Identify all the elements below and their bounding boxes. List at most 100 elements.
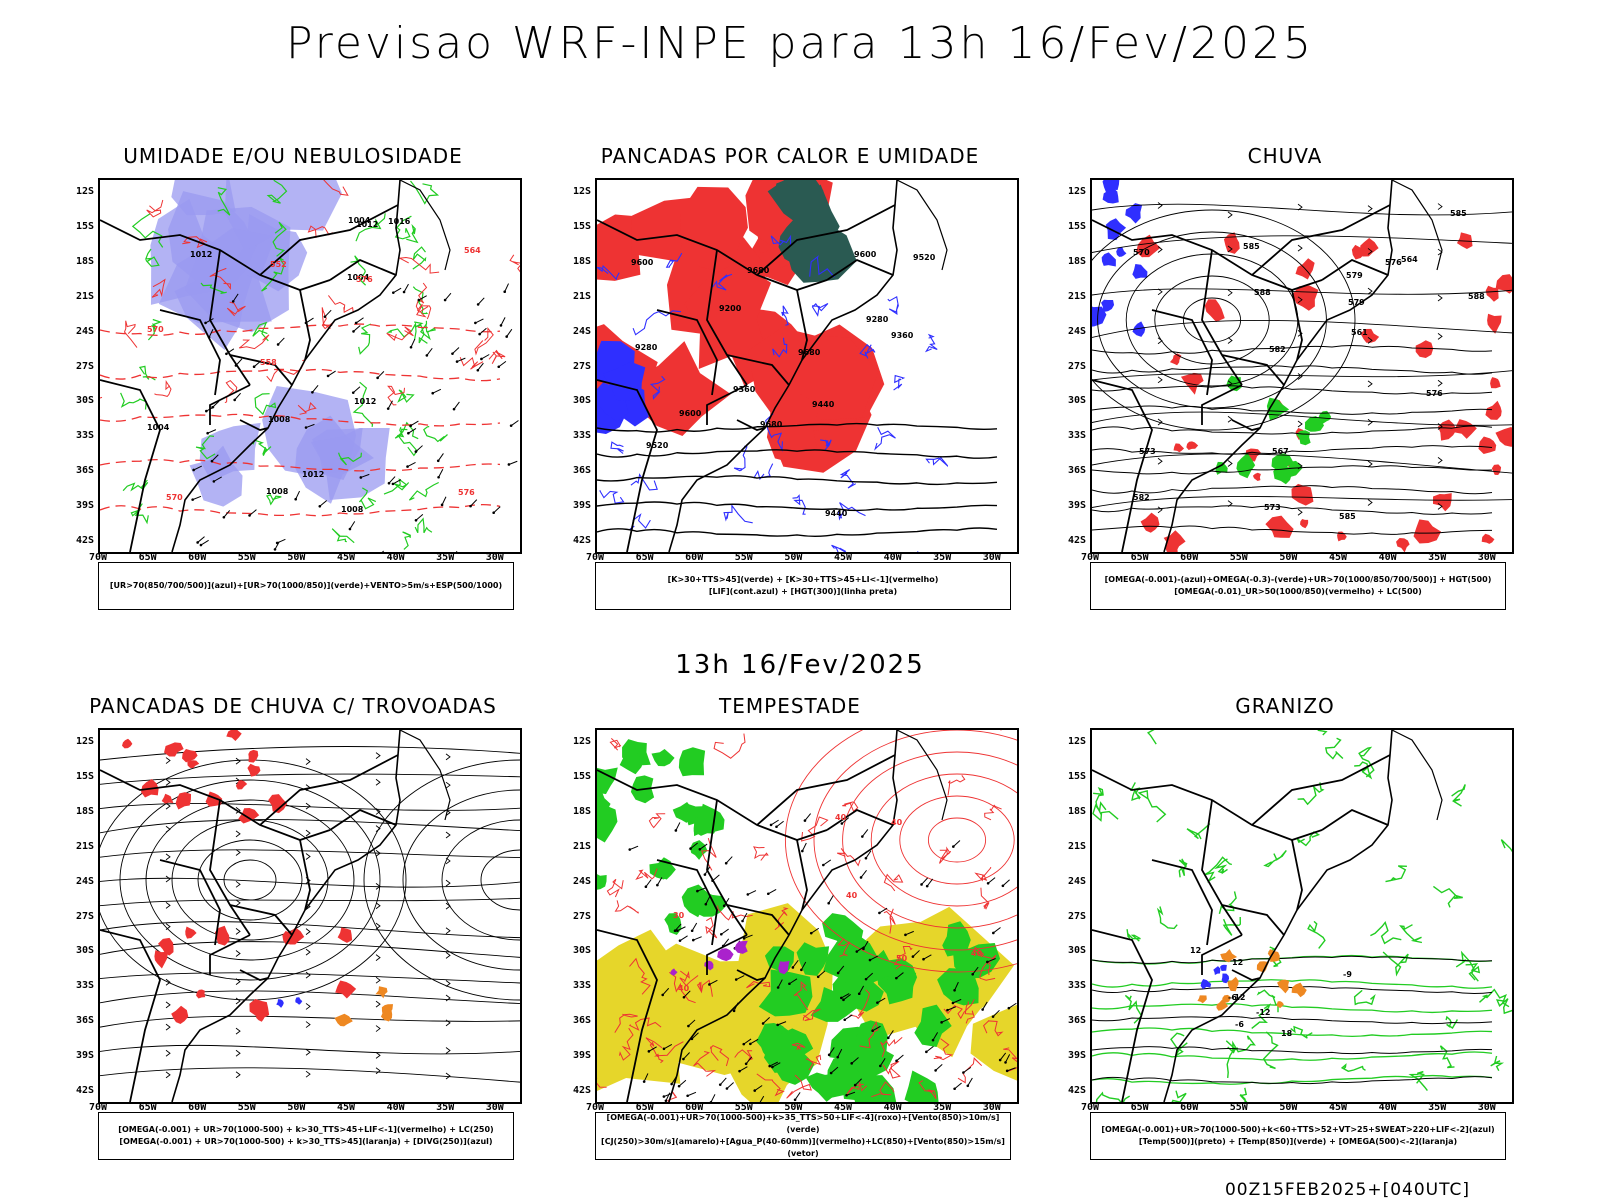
- longitude-label: 35W: [1428, 1102, 1447, 1113]
- longitude-label: 65W: [1130, 1102, 1149, 1113]
- latitude-label: 24S: [1067, 325, 1086, 337]
- country-border: [736, 419, 766, 431]
- longitude-label: 65W: [138, 1102, 157, 1113]
- panel-chuva: CHUVA 12S 15S 18S 21S 24S 27S 30S 33S 36S 39S 42S …: [1040, 144, 1530, 640]
- panel-title: CHUVA: [1247, 144, 1323, 168]
- country-border: [726, 904, 790, 936]
- contour-label: 579: [1348, 298, 1365, 307]
- contour-label: 573: [1139, 447, 1156, 456]
- panel-legend: [K>30+TTS>45](verde) + [K>30+TTS>45+LI<-…: [595, 562, 1011, 610]
- contour-label: 585: [1339, 512, 1356, 521]
- legend-line-1: [K>30+TTS>45](verde) + [K>30+TTS>45+LI<-…: [667, 575, 939, 584]
- longitude-label: 50W: [287, 552, 306, 563]
- country-border: [209, 799, 251, 936]
- longitude-label: 45W: [1328, 552, 1348, 563]
- contour-label: 582: [1133, 493, 1150, 502]
- longitude-label: 45W: [336, 552, 356, 563]
- country-border: [259, 754, 399, 826]
- latitude-label: 33S: [75, 980, 94, 992]
- country-border: [706, 384, 748, 425]
- map-canvas: 40 40 50 40 40 30 40: [597, 730, 1017, 1102]
- country-border: [1231, 419, 1261, 431]
- legend-line-1: [OMEGA(-0.001)-(azul)+OMEGA(-0.3)-(verde…: [1104, 575, 1492, 584]
- coastline: [1163, 730, 1393, 1102]
- country-border: [1291, 839, 1303, 911]
- contour-label: 582: [1269, 345, 1286, 354]
- contour-label: 9280: [635, 343, 658, 352]
- country-border: [706, 934, 748, 975]
- contour-label: 1008: [341, 505, 364, 514]
- country-border: [1231, 969, 1261, 981]
- country-border: [1201, 934, 1243, 975]
- contour-label: 561: [1351, 328, 1368, 337]
- contour-label: 9680: [747, 266, 770, 275]
- latitude-label: 24S: [75, 325, 94, 337]
- panel-legend: [OMEGA(-0.001)+UR>70(1000-500)+k<60+TTS>…: [1090, 1112, 1506, 1160]
- contour-label: 9520: [646, 441, 669, 450]
- latitude-label: 33S: [1067, 430, 1086, 442]
- longitude-label: 55W: [1229, 552, 1248, 563]
- latitude-label: 27S: [1067, 910, 1086, 922]
- contour-label: 558: [260, 358, 277, 367]
- latitude-label: 12S: [75, 186, 94, 197]
- country-border: [1201, 799, 1243, 936]
- contour-label: 564: [1401, 255, 1418, 264]
- longitude-label: 70W: [585, 552, 605, 563]
- latitude-label: 15S: [75, 770, 94, 782]
- longitude-label: 55W: [237, 552, 256, 563]
- contour-label: 40: [678, 984, 690, 993]
- latitude-label: 12S: [572, 736, 591, 747]
- country-border: [1092, 929, 1153, 1102]
- contour-label: 9440: [825, 509, 848, 518]
- country-border: [229, 354, 293, 386]
- contour-label: 576: [356, 275, 373, 284]
- latitude-label: 15S: [572, 770, 591, 782]
- contour-label: 570: [147, 325, 164, 334]
- country-border: [1251, 204, 1391, 276]
- country-border: [656, 859, 718, 946]
- contour-label: 9440: [812, 400, 835, 409]
- contour-label: 585: [1450, 209, 1467, 218]
- longitude-label: 40W: [1378, 1102, 1397, 1113]
- contour-label: 9280: [866, 315, 889, 324]
- country-border: [239, 969, 269, 981]
- longitude-label: 60W: [685, 1102, 704, 1113]
- contour-label: 1004: [348, 216, 371, 225]
- country-border: [756, 754, 896, 826]
- longitude-label: 60W: [685, 552, 704, 563]
- longitude-label: 35W: [436, 552, 455, 563]
- panel-pancadas-calor: PANCADAS POR CALOR E UMIDADE 12S 15S 18S 21…: [545, 144, 1035, 640]
- country-border: [796, 289, 808, 361]
- contour-label: 585: [1243, 242, 1260, 251]
- longitude-label: 50W: [287, 1102, 306, 1113]
- latitude-label: 39S: [75, 500, 94, 512]
- country-border: [329, 808, 397, 831]
- contour-label: -9: [1343, 970, 1352, 979]
- map-pancadas-calor: 9600 9680 9680 9680 9600 9600 9520 9520 9440 9440…: [595, 178, 1019, 554]
- contour-label: 564: [464, 246, 481, 255]
- longitude-label: 45W: [833, 1102, 853, 1113]
- latitude-label: 12S: [572, 186, 591, 197]
- country-border: [1321, 258, 1389, 281]
- latitude-label: 42S: [572, 1085, 591, 1096]
- contour-label: 9600: [679, 409, 702, 418]
- contour-label: 30: [673, 911, 685, 920]
- country-border: [656, 309, 718, 396]
- latitude-label: 33S: [75, 430, 94, 442]
- longitude-label: 70W: [1080, 552, 1100, 563]
- country-border: [1201, 384, 1243, 425]
- contour-label: 570: [166, 493, 183, 502]
- panel-pancadas-trovoadas: PANCADAS DE CHUVA C/ TROVOADAS 12S 15S 18S…: [48, 694, 538, 1190]
- latitude-label: 42S: [572, 535, 591, 546]
- contour-label: 1012: [190, 250, 212, 259]
- latitude-label: 42S: [1067, 535, 1086, 546]
- longitude-label: 40W: [883, 1102, 902, 1113]
- legend-line-2: [OMEGA(-0.01)_UR>50(1000/850)(vermelho) …: [1174, 587, 1422, 596]
- country-border: [209, 384, 251, 425]
- latitude-label: 21S: [572, 290, 591, 302]
- latitude-label: 27S: [572, 360, 591, 372]
- contour-label: 9680: [760, 420, 783, 429]
- contour-label: 18: [1281, 1029, 1293, 1038]
- contour-label: 40: [846, 891, 858, 900]
- page-title: Previsao WRF-INPE para 13h 16/Fev/2025: [286, 18, 1314, 69]
